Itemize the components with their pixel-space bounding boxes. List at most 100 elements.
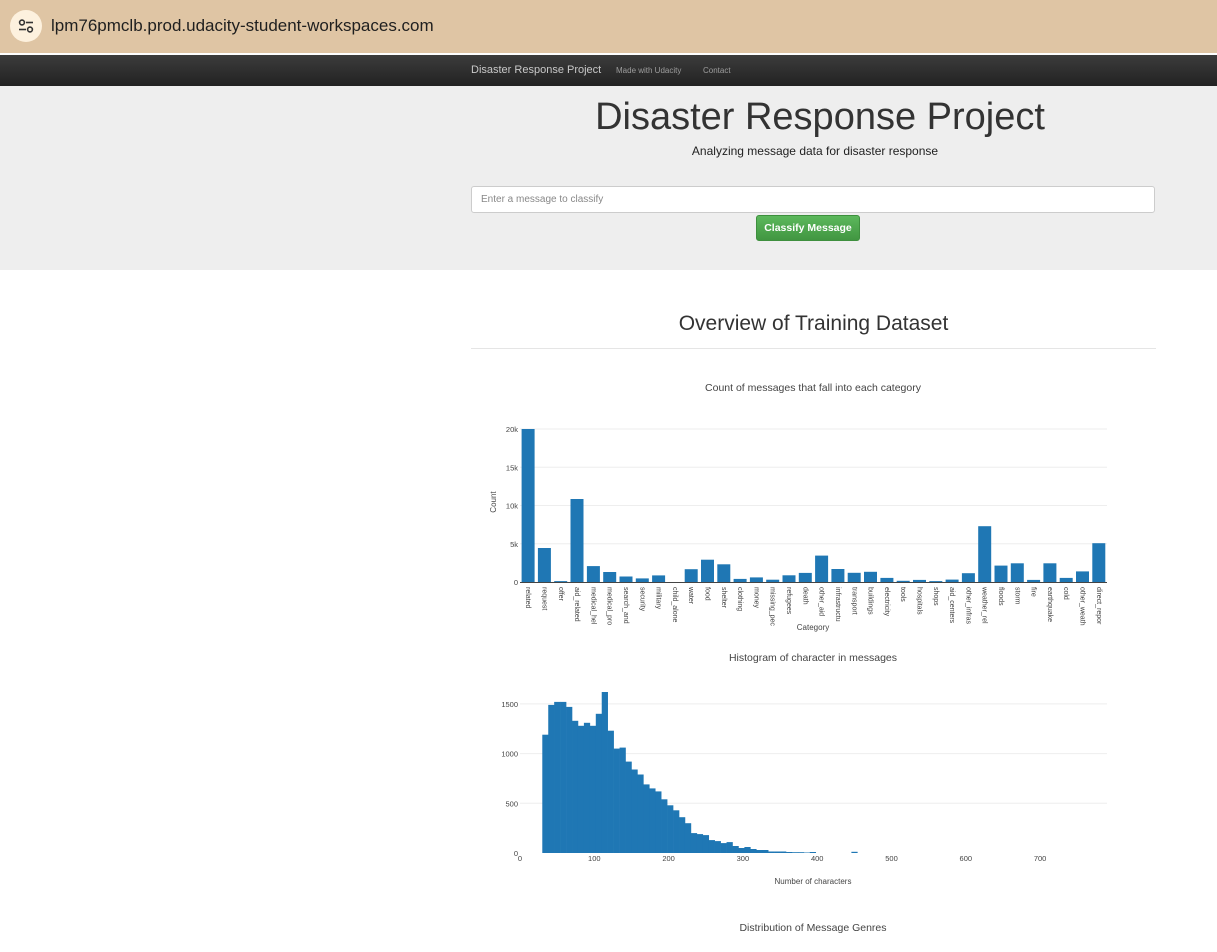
chart2-bar <box>732 846 739 853</box>
chart2-bar <box>643 784 650 853</box>
chart1-ytick-label: 0 <box>514 578 518 587</box>
chart1-bar <box>521 429 535 582</box>
chart1-bar <box>1092 543 1106 582</box>
chart2-bar <box>803 852 811 853</box>
chart1-xtick-label: floods <box>997 587 1004 606</box>
nav-link-contact[interactable]: Contact <box>703 66 731 75</box>
chart2-bar <box>756 850 763 853</box>
chart1-xtick-label: earthquake <box>1046 587 1053 622</box>
chart1-bar <box>635 578 649 582</box>
chart1-xtick-label: offer <box>557 587 564 602</box>
chart1-xtick-label: request <box>541 587 548 610</box>
chart2-bar <box>583 722 591 853</box>
message-input[interactable] <box>471 186 1155 213</box>
chart1-bar <box>749 577 763 582</box>
chart2-xtick-label: 500 <box>885 854 898 863</box>
chart1-bar <box>798 572 812 582</box>
chart2-ytick-label: 0 <box>514 849 518 858</box>
chart1-xtick-label: search_and <box>622 587 629 624</box>
chart1-xtick-label: transport <box>850 587 857 615</box>
chart1-ylabel: Count <box>489 491 498 513</box>
chart2-bar <box>566 706 573 853</box>
chart1-bar <box>782 575 796 582</box>
chart2-bar <box>762 850 769 853</box>
chart1-xtick-label: refugees <box>785 587 792 615</box>
chart2-bar <box>577 725 585 853</box>
chart2-ytick-label: 1000 <box>501 750 518 759</box>
chart1-bar <box>1076 571 1089 582</box>
chart2-bar <box>560 701 567 853</box>
chart2-bar <box>637 774 644 853</box>
chart1-xtick-label: hospitals <box>916 587 923 615</box>
chart2-bar <box>738 848 745 853</box>
browser-address-bar: lpm76pmclb.prod.udacity-student-workspac… <box>0 0 1217 53</box>
chart1-bar <box>815 555 829 582</box>
chart1-bar <box>929 581 943 582</box>
chart1-xtick-label: clothing <box>736 587 743 611</box>
chart2-bar <box>702 835 710 853</box>
chart1-bar <box>864 571 877 582</box>
chart2-bar <box>554 701 561 853</box>
chart1-xtick-label: medical_pro <box>606 587 613 625</box>
chart1-bar <box>945 579 959 582</box>
chart1-xtick-label: buildings <box>867 587 874 615</box>
chart1-xtick-label: shelter <box>720 587 727 609</box>
chart2-bar <box>661 799 668 853</box>
chart3-title: Distribution of Message Genres <box>739 922 886 934</box>
chart1-bar <box>766 579 780 582</box>
chart2-xtick-label: 0 <box>518 854 522 863</box>
chart1-xtick-label: money <box>752 587 759 609</box>
chart2-bar <box>595 713 603 853</box>
chart1-title: Count of messages that fall into each ca… <box>705 382 922 394</box>
chart1-xtick-label: aid_related <box>573 587 580 622</box>
chart1-bar <box>586 566 600 582</box>
chart1-ytick-label: 10k <box>506 502 518 511</box>
chart1-xtick-label: missing_pec <box>769 587 776 626</box>
nav-link-made-with-udacity[interactable]: Made with Udacity <box>616 66 682 75</box>
chart1-xtick-label: other_weath <box>1079 587 1086 626</box>
chart2-bar <box>548 704 555 853</box>
chart2-xtick-label: 600 <box>960 854 973 863</box>
chart1-ytick-label: 20k <box>506 425 518 434</box>
chart1-xtick-label: military <box>655 587 662 610</box>
chart1-xtick-label: tools <box>899 587 906 602</box>
chart1-bar <box>701 559 714 582</box>
chart1-xtick-label: other_infras <box>964 587 971 624</box>
site-settings-icon[interactable] <box>10 10 42 42</box>
chart1-bar <box>570 499 584 582</box>
chart1-xlabel: Category <box>797 623 829 632</box>
chart2-ytick-label: 1500 <box>501 700 518 709</box>
chart2-bar <box>667 805 674 853</box>
chart2-bar <box>601 692 608 853</box>
chart1-bar <box>619 576 633 582</box>
chart2-bar <box>572 720 579 853</box>
chart1-bar <box>847 572 861 582</box>
page-subtitle: Analyzing message data for disaster resp… <box>691 144 939 158</box>
chart2-bar <box>655 791 662 853</box>
chart2-bar <box>607 730 614 853</box>
chart1-xtick-label: child_alone <box>671 587 678 623</box>
chart2-bar <box>750 849 757 853</box>
chart2-bar <box>809 852 817 853</box>
navbar-brand[interactable]: Disaster Response Project <box>471 64 602 76</box>
chart1-xtick-label: storm <box>1013 587 1020 605</box>
chart1-bar <box>831 569 845 582</box>
chart2-bar <box>619 747 626 853</box>
url-text[interactable]: lpm76pmclb.prod.udacity-student-workspac… <box>51 16 434 35</box>
chart1-bar <box>554 581 568 582</box>
chart1-xtick-label: direct_repor <box>1095 587 1102 625</box>
chart2-bar <box>744 847 751 853</box>
page-title: Disaster Response Project <box>595 96 1045 138</box>
chart2-bar <box>797 852 805 853</box>
chart1-xtick-label: other_aid <box>818 587 825 616</box>
chart2-bar <box>589 725 597 853</box>
chart1-bar <box>733 578 747 582</box>
chart1-bar <box>978 526 992 582</box>
chart1-xtick-label: water <box>687 586 694 605</box>
classify-message-button[interactable]: Classify Message <box>756 215 860 241</box>
chart1-ytick-label: 15k <box>506 463 518 472</box>
chart2-bar <box>714 841 721 853</box>
chart2-xtick-label: 300 <box>737 854 750 863</box>
chart1-bar <box>880 577 894 582</box>
chart2-bar <box>708 840 715 853</box>
